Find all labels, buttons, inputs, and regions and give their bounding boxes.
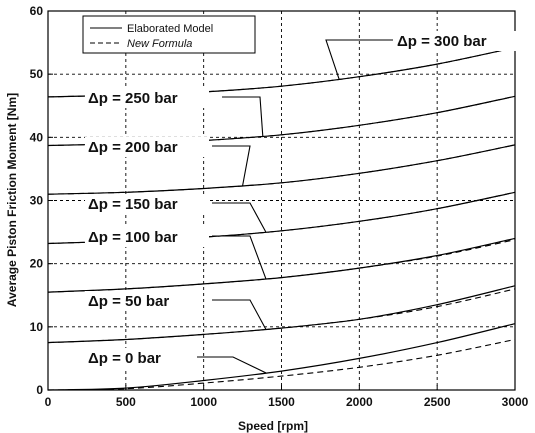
x-axis-label: Speed [rpm] <box>238 419 308 433</box>
annotation-leader-line <box>325 39 393 80</box>
annotation-leader-line <box>212 202 267 233</box>
y-tick-label: 20 <box>30 257 44 271</box>
annotation-label: Δp = 250 bar <box>88 90 178 107</box>
y-tick-label: 50 <box>30 67 44 81</box>
y-tick-label: 10 <box>30 320 44 334</box>
annotation-bg <box>85 291 197 311</box>
x-tick-label: 1000 <box>190 395 217 409</box>
x-tick-label: 500 <box>116 395 136 409</box>
y-axis-label: Average Piston Friction Moment [Nm] <box>5 93 19 307</box>
x-tick-label: 2000 <box>346 395 373 409</box>
legend-label-elaborated: Elaborated Model <box>127 23 213 35</box>
annotation-bg <box>85 348 197 368</box>
x-tick-label: 0 <box>45 395 52 409</box>
annotation-bg <box>85 88 209 108</box>
y-tick-label: 0 <box>36 383 43 397</box>
annotation-leader-line <box>212 145 251 186</box>
axis-ticks: 0 500 1000 1500 2000 2500 3000 0 10 20 30 40 50 60 <box>30 4 529 409</box>
legend-box <box>82 15 256 54</box>
annotation-leader-line <box>212 299 267 330</box>
series-lines <box>47 47 516 391</box>
annotation-leader-line <box>222 96 264 137</box>
annotation-bg <box>85 227 209 247</box>
annotation-label: Δp = 300 bar <box>397 33 487 50</box>
annotation-bg <box>394 31 516 51</box>
annotation-label: Δp = 0 bar <box>88 350 161 367</box>
legend: Elaborated Model New Formula <box>82 15 256 54</box>
annotation-label: Δp = 150 bar <box>88 196 178 213</box>
series-line-elaborated <box>47 285 516 344</box>
y-tick-label: 30 <box>30 194 44 208</box>
x-tick-label: 1500 <box>268 395 295 409</box>
annotation-leader-line <box>212 235 267 279</box>
x-tick-label: 2500 <box>424 395 451 409</box>
x-tick-label: 3000 <box>502 395 529 409</box>
annotation-label: Δp = 200 bar <box>88 139 178 156</box>
series-line-formula <box>47 338 516 391</box>
annotation-bg <box>85 137 209 157</box>
annotation-leader-line <box>195 356 267 374</box>
y-tick-label: 60 <box>30 4 44 18</box>
annotation-label: Δp = 50 bar <box>88 293 169 310</box>
series-line-elaborated <box>47 237 516 293</box>
annotation-bg <box>85 194 209 214</box>
annotation-label: Δp = 100 bar <box>88 229 178 246</box>
pressure-annotations: Δp = 0 bar Δp = 50 bar Δp = 100 bar Δp = 15… <box>85 31 516 374</box>
series-line-elaborated <box>47 144 516 195</box>
y-tick-label: 40 <box>30 130 44 144</box>
legend-label-formula: New Formula <box>127 38 192 50</box>
